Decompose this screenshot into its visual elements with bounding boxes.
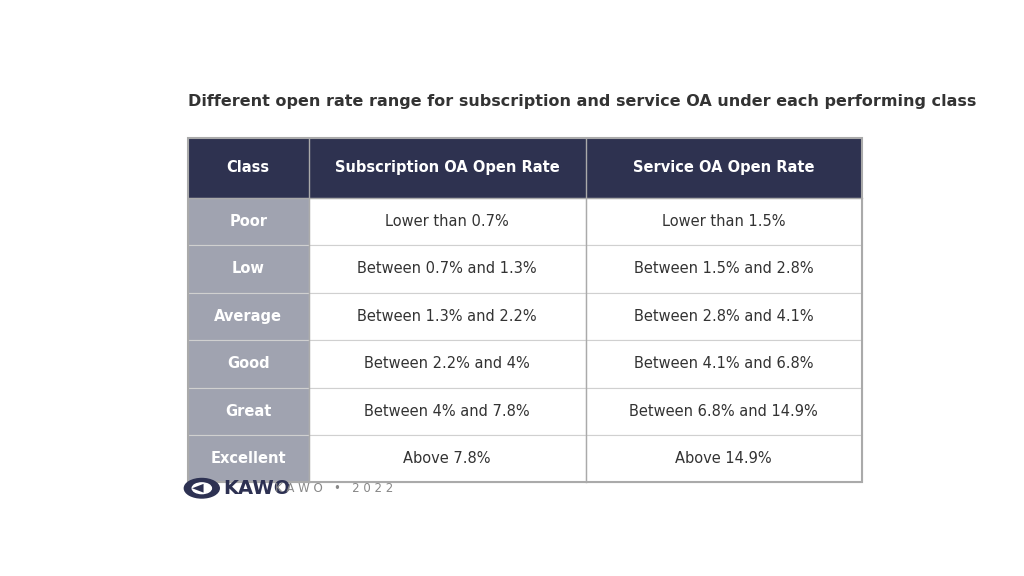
Bar (309, 138, 586, 198)
Bar (586, 435, 862, 483)
Bar (309, 435, 586, 483)
Text: Class: Class (226, 160, 269, 175)
Bar (309, 293, 586, 340)
Bar (586, 138, 862, 198)
Text: Between 2.2% and 4%: Between 2.2% and 4% (365, 357, 530, 372)
Bar (187, 340, 309, 388)
Bar (187, 435, 309, 483)
Text: Service OA Open Rate: Service OA Open Rate (633, 160, 814, 175)
Circle shape (193, 483, 211, 494)
Circle shape (184, 479, 219, 498)
Text: Between 2.8% and 4.1%: Between 2.8% and 4.1% (634, 309, 814, 324)
Text: Excellent: Excellent (210, 451, 286, 466)
Text: Lower than 1.5%: Lower than 1.5% (663, 214, 785, 229)
Bar (586, 198, 862, 245)
Bar (187, 245, 309, 293)
Bar (187, 138, 862, 483)
Bar (586, 245, 862, 293)
Text: KAWO: KAWO (223, 479, 291, 498)
Text: Between 6.8% and 14.9%: Between 6.8% and 14.9% (630, 404, 818, 419)
Text: Average: Average (214, 309, 283, 324)
Text: Low: Low (231, 262, 264, 276)
Bar (309, 388, 586, 435)
Bar (309, 198, 586, 245)
Text: Between 1.3% and 2.2%: Between 1.3% and 2.2% (357, 309, 537, 324)
Text: Between 4.1% and 6.8%: Between 4.1% and 6.8% (634, 357, 813, 372)
Bar (187, 388, 309, 435)
Bar (187, 198, 309, 245)
Bar (309, 245, 586, 293)
Text: Above 14.9%: Above 14.9% (676, 451, 772, 466)
Text: Between 4% and 7.8%: Between 4% and 7.8% (365, 404, 530, 419)
Bar (586, 388, 862, 435)
Text: K A W O   •   2 0 2 2: K A W O • 2 0 2 2 (274, 482, 393, 495)
Text: Between 1.5% and 2.8%: Between 1.5% and 2.8% (634, 262, 814, 276)
Bar (309, 340, 586, 388)
Bar (187, 293, 309, 340)
Text: Poor: Poor (229, 214, 267, 229)
Bar (187, 138, 309, 198)
Bar (586, 340, 862, 388)
Text: Good: Good (227, 357, 269, 372)
Text: Lower than 0.7%: Lower than 0.7% (385, 214, 509, 229)
Text: Between 0.7% and 1.3%: Between 0.7% and 1.3% (357, 262, 537, 276)
Text: Great: Great (225, 404, 271, 419)
Text: Subscription OA Open Rate: Subscription OA Open Rate (335, 160, 559, 175)
Polygon shape (193, 484, 204, 492)
Text: Different open rate range for subscription and service OA under each performing : Different open rate range for subscripti… (187, 93, 976, 108)
Text: Above 7.8%: Above 7.8% (403, 451, 490, 466)
Bar (586, 293, 862, 340)
